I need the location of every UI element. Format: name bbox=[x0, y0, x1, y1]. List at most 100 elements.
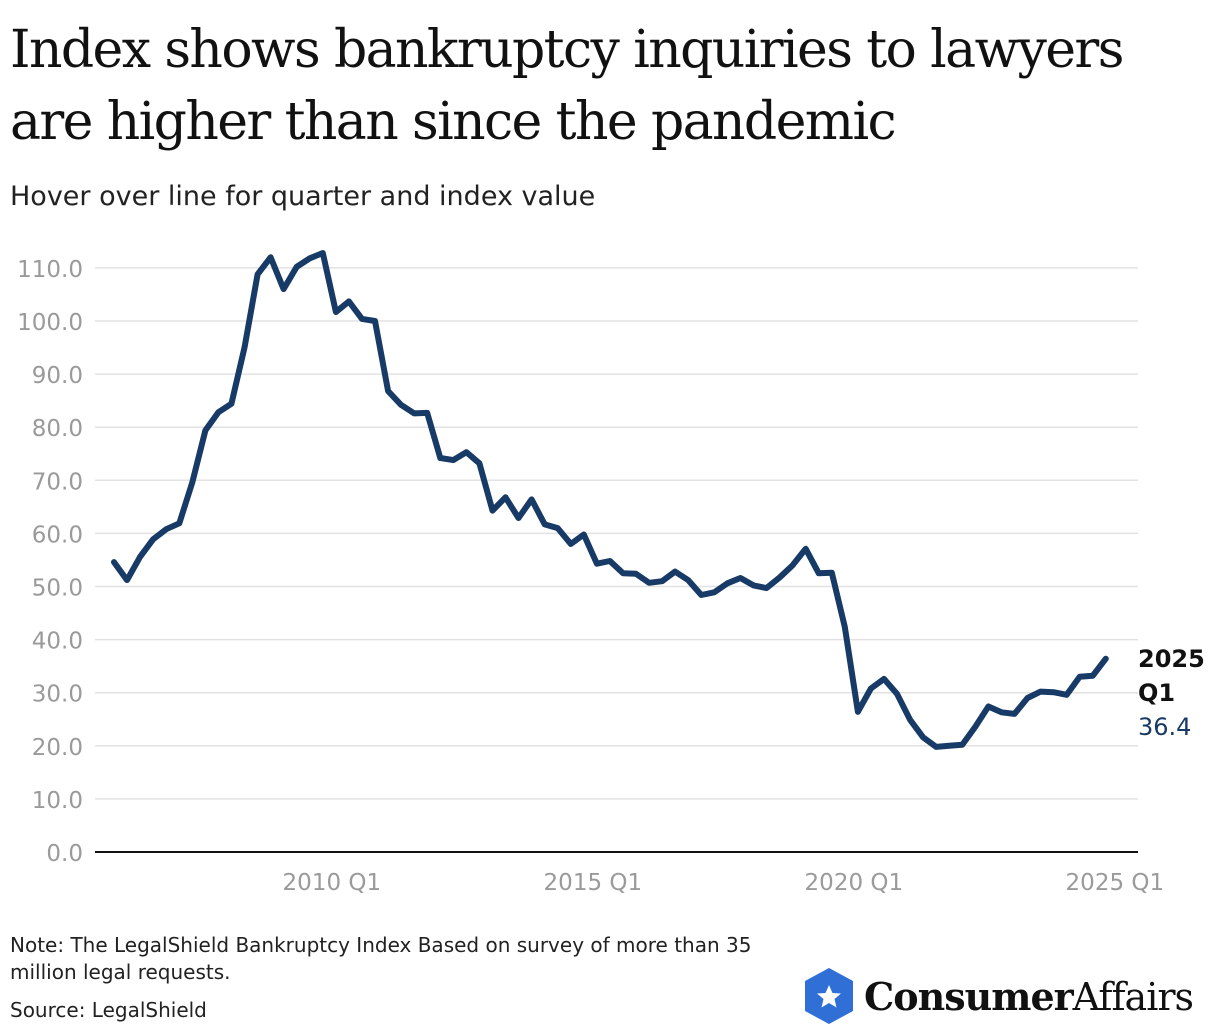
data-point[interactable] bbox=[175, 519, 183, 527]
end-label-group: 2025 Q1 36.4 bbox=[1138, 645, 1205, 741]
data-point[interactable] bbox=[188, 478, 196, 486]
data-point[interactable] bbox=[932, 743, 940, 751]
data-point[interactable] bbox=[254, 270, 262, 278]
data-point[interactable] bbox=[736, 574, 744, 582]
data-point[interactable] bbox=[397, 401, 405, 409]
data-point[interactable] bbox=[371, 317, 379, 325]
data-point[interactable] bbox=[345, 297, 353, 305]
data-point[interactable] bbox=[802, 545, 810, 553]
data-point[interactable] bbox=[358, 315, 366, 323]
data-point[interactable] bbox=[162, 525, 170, 533]
x-tick-label: 2010 Q1 bbox=[283, 870, 382, 896]
y-tick-label: 100.0 bbox=[17, 310, 83, 336]
data-point[interactable] bbox=[1063, 691, 1071, 699]
data-point[interactable] bbox=[567, 540, 575, 548]
data-point[interactable] bbox=[319, 249, 327, 257]
data-point[interactable] bbox=[997, 708, 1005, 716]
data-point[interactable] bbox=[684, 576, 692, 584]
data-point[interactable] bbox=[332, 308, 340, 316]
data-point[interactable] bbox=[593, 560, 601, 568]
series-group[interactable] bbox=[110, 249, 1110, 751]
data-point[interactable] bbox=[554, 524, 562, 532]
end-label-quarter: Q1 bbox=[1138, 679, 1175, 707]
x-tick-label: 2015 Q1 bbox=[544, 870, 643, 896]
data-point[interactable] bbox=[436, 454, 444, 462]
data-point[interactable] bbox=[789, 561, 797, 569]
line-chart: 0.0 10.0 20.0 30.0 40.0 50.0 60.0 70.0 80.0 90.0 1… bbox=[17, 249, 1205, 896]
data-point[interactable] bbox=[697, 591, 705, 599]
data-point[interactable] bbox=[880, 675, 888, 683]
data-point[interactable] bbox=[1037, 688, 1045, 696]
logo-wordmark: ConsumerAffairs bbox=[864, 973, 1194, 1019]
data-point[interactable] bbox=[893, 690, 901, 698]
y-tick-label: 70.0 bbox=[32, 469, 83, 495]
data-point[interactable] bbox=[984, 703, 992, 711]
data-point[interactable] bbox=[619, 569, 627, 577]
data-point[interactable] bbox=[149, 535, 157, 543]
data-point[interactable] bbox=[515, 514, 523, 522]
data-point[interactable] bbox=[658, 577, 666, 585]
data-point[interactable] bbox=[489, 507, 497, 515]
data-point[interactable] bbox=[815, 569, 823, 577]
data-point[interactable] bbox=[1011, 710, 1019, 718]
data-point[interactable] bbox=[384, 387, 392, 395]
chart-title: Index shows bankruptcy inquiries to lawy… bbox=[10, 20, 1124, 152]
data-point[interactable] bbox=[776, 574, 784, 582]
y-tick-label: 80.0 bbox=[32, 416, 83, 442]
data-point[interactable] bbox=[958, 741, 966, 749]
data-point[interactable] bbox=[462, 448, 470, 456]
data-point[interactable] bbox=[110, 558, 118, 566]
data-point[interactable] bbox=[763, 584, 771, 592]
chart-note: Note: The LegalShield Bankruptcy Index B… bbox=[10, 933, 752, 984]
data-point[interactable] bbox=[1089, 672, 1097, 680]
data-point[interactable] bbox=[280, 285, 288, 293]
x-tick-label: 2020 Q1 bbox=[805, 870, 904, 896]
data-point[interactable] bbox=[867, 685, 875, 693]
data-point[interactable] bbox=[710, 588, 718, 596]
data-point[interactable] bbox=[919, 733, 927, 741]
data-point[interactable] bbox=[541, 520, 549, 528]
logo-brand-bold: Consumer bbox=[864, 973, 1074, 1019]
data-point[interactable] bbox=[1024, 694, 1032, 702]
data-point[interactable] bbox=[580, 531, 588, 539]
data-point[interactable] bbox=[123, 576, 131, 584]
end-label-period: 2025 bbox=[1138, 645, 1205, 673]
data-point[interactable] bbox=[750, 581, 758, 589]
data-point[interactable] bbox=[1076, 673, 1084, 681]
data-point[interactable] bbox=[828, 569, 836, 577]
y-tick-label: 110.0 bbox=[17, 257, 83, 283]
data-point[interactable] bbox=[214, 408, 222, 416]
data-point[interactable] bbox=[293, 263, 301, 271]
x-tick-label: 2025 Q1 bbox=[1066, 870, 1165, 896]
y-tick-label: 90.0 bbox=[32, 363, 83, 389]
data-point[interactable] bbox=[671, 568, 679, 576]
data-point[interactable] bbox=[606, 557, 614, 565]
chart-subtitle: Hover over line for quarter and index va… bbox=[10, 181, 596, 212]
data-point[interactable] bbox=[241, 344, 249, 352]
data-point[interactable] bbox=[971, 723, 979, 731]
y-tick-label: 30.0 bbox=[32, 682, 83, 708]
logo-brand-light: Affairs bbox=[1072, 974, 1194, 1019]
data-point[interactable] bbox=[502, 493, 510, 501]
data-point[interactable] bbox=[945, 742, 953, 750]
data-point[interactable] bbox=[136, 553, 144, 561]
data-point[interactable] bbox=[267, 253, 275, 261]
data-point[interactable] bbox=[841, 623, 849, 631]
data-point[interactable] bbox=[906, 716, 914, 724]
data-point[interactable] bbox=[723, 579, 731, 587]
data-point[interactable] bbox=[645, 579, 653, 587]
data-point[interactable] bbox=[632, 570, 640, 578]
data-point[interactable] bbox=[227, 400, 235, 408]
data-point[interactable] bbox=[854, 708, 862, 716]
data-point[interactable] bbox=[528, 495, 536, 503]
data-point[interactable] bbox=[1050, 688, 1058, 696]
data-point[interactable] bbox=[449, 456, 457, 464]
data-point[interactable] bbox=[423, 409, 431, 417]
data-point[interactable] bbox=[201, 426, 209, 434]
data-point[interactable] bbox=[1102, 655, 1110, 663]
data-point[interactable] bbox=[410, 409, 418, 417]
series-line[interactable] bbox=[111, 250, 1109, 750]
y-tick-label: 40.0 bbox=[32, 629, 83, 655]
data-point[interactable] bbox=[306, 254, 314, 262]
data-point[interactable] bbox=[475, 459, 483, 467]
